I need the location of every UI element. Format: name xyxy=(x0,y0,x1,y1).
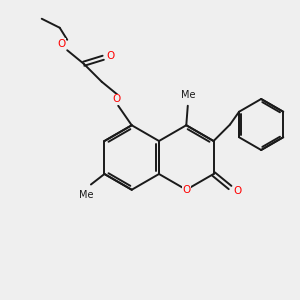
Text: O: O xyxy=(112,94,121,104)
Text: Me: Me xyxy=(181,90,195,100)
Text: Me: Me xyxy=(79,190,94,200)
Text: O: O xyxy=(58,39,66,49)
Text: O: O xyxy=(233,185,242,196)
Text: O: O xyxy=(182,185,190,195)
Text: O: O xyxy=(106,51,115,61)
